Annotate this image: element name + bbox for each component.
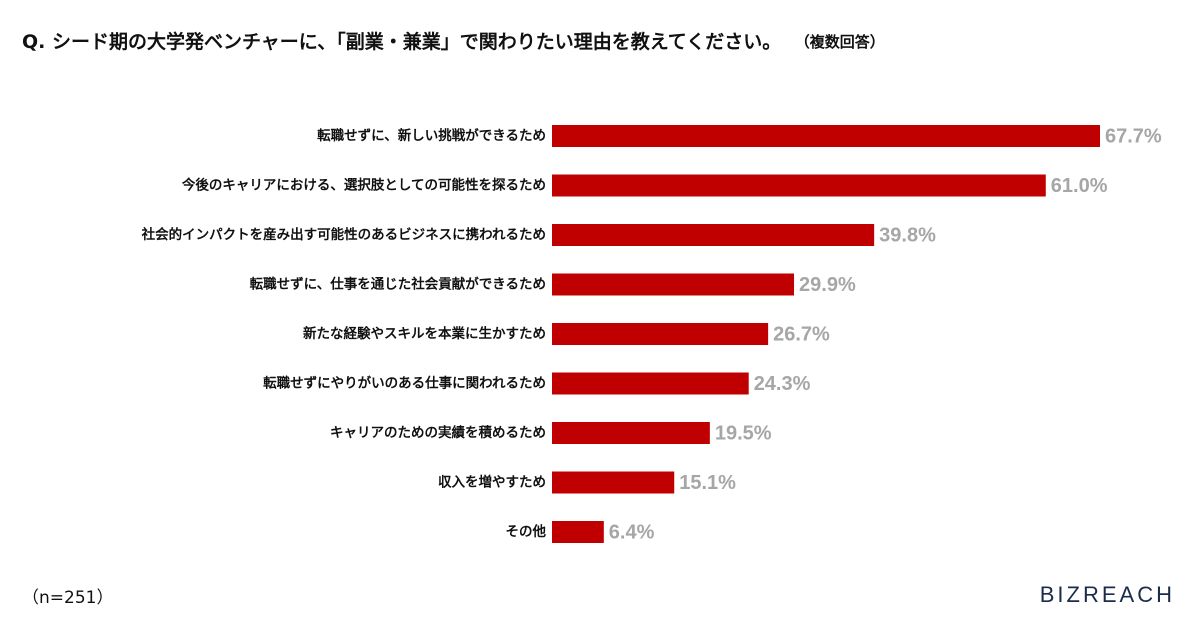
bar [552,521,604,543]
sample-note: （n=251） [22,588,113,608]
category-label: 収入を増やすため [438,474,546,491]
bar [552,224,875,246]
category-label: キャリアのための実績を積めるため [330,424,546,441]
value-label: 24.3% [754,373,811,395]
value-label: 19.5% [715,422,772,444]
value-label: 15.1% [679,472,736,494]
category-label: 社会的インパクトを産み出す可能性のあるビジネスに携われるため [141,226,546,243]
value-label: 39.8% [879,224,936,246]
value-label: 6.4% [609,521,655,543]
value-label: 61.0% [1051,175,1108,197]
bar [552,372,749,395]
value-label: 29.9% [799,274,856,296]
category-label: 転職せずに、仕事を通じた社会貢献ができるため [250,276,546,293]
chart-subtitle: （複数回答） [795,33,885,51]
brand-logo: BIZREACH [1040,582,1175,607]
bar [552,174,1046,197]
value-label: 67.7% [1105,125,1162,147]
bar [552,125,1100,147]
value-label: 26.7% [773,323,830,345]
bar [552,323,769,345]
chart-title-line: Q. シード期の大学発ベンチャーに、「副業・兼業」で関わりたい理由を教えてくださ… [22,30,885,53]
bar [552,422,710,444]
bar [552,471,675,494]
category-label: 転職せずにやりがいのある仕事に関われるため [263,375,546,392]
chart-title: Q. シード期の大学発ベンチャーに、「副業・兼業」で関わりたい理由を教えてくださ… [22,30,781,53]
category-label: 新たな経験やスキルを本業に生かすため [303,325,546,342]
category-label: 転職せずに、新しい挑戦ができるため [317,127,546,144]
category-label: 今後のキャリアにおける、選択肢としての可能性を探るため [182,177,546,194]
category-label: その他 [506,523,547,540]
bar [552,273,795,296]
